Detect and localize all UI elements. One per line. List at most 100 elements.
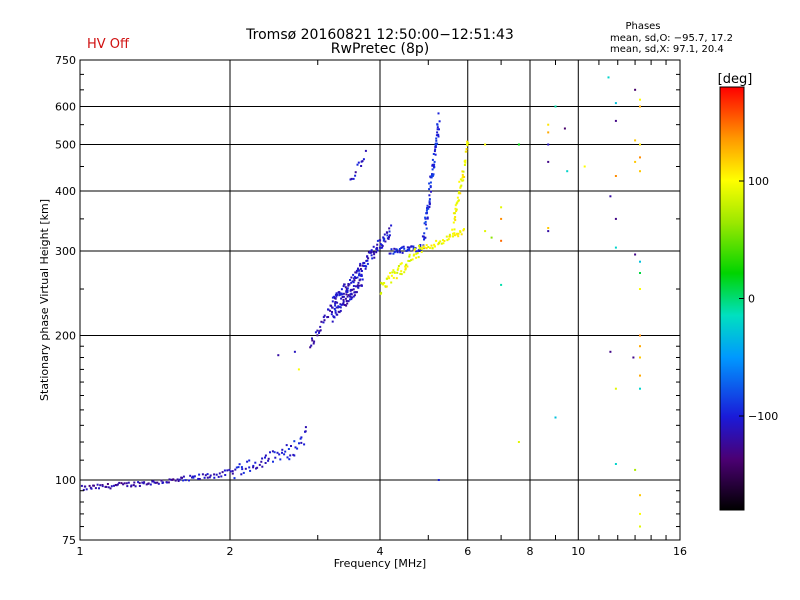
data-point <box>336 301 339 304</box>
data-point <box>373 256 376 259</box>
data-point <box>465 148 468 150</box>
data-point <box>252 466 255 469</box>
data-point <box>392 252 395 255</box>
data-point <box>249 469 252 472</box>
data-point <box>375 251 378 254</box>
data-point <box>231 470 234 473</box>
data-point <box>388 277 391 280</box>
data-point <box>288 458 291 461</box>
data-point <box>287 448 290 450</box>
data-point <box>431 168 434 171</box>
data-point <box>390 248 393 251</box>
data-point <box>93 484 95 487</box>
data-point <box>429 247 431 249</box>
data-point <box>447 238 450 241</box>
data-point <box>340 297 343 300</box>
data-point <box>462 229 465 232</box>
data-point <box>639 334 641 337</box>
data-point <box>383 238 386 240</box>
data-point <box>110 485 113 488</box>
data-point <box>460 184 463 187</box>
data-point <box>500 283 503 286</box>
data-point <box>452 221 455 224</box>
data-point <box>358 272 361 275</box>
data-point <box>244 467 247 470</box>
data-point <box>122 483 125 486</box>
data-point <box>413 253 416 256</box>
data-point <box>344 286 347 289</box>
data-point <box>452 235 454 238</box>
data-point <box>455 202 458 205</box>
data-point <box>334 293 337 296</box>
data-point <box>318 330 321 333</box>
data-point <box>349 178 352 181</box>
data-point <box>241 468 244 471</box>
data-point <box>393 247 396 250</box>
data-point <box>397 265 400 267</box>
data-point <box>162 481 165 484</box>
data-point <box>107 486 110 489</box>
data-point <box>424 223 427 226</box>
data-point <box>466 142 469 145</box>
data-point <box>417 256 420 259</box>
data-point <box>272 460 274 463</box>
data-point <box>336 293 338 296</box>
data-points <box>80 76 641 528</box>
data-point <box>99 484 102 487</box>
data-point <box>639 260 641 263</box>
data-point <box>461 173 464 176</box>
data-point <box>238 463 241 466</box>
data-point <box>297 368 300 371</box>
data-point <box>153 481 156 484</box>
data-point <box>639 356 641 359</box>
data-point <box>427 246 430 248</box>
data-point <box>357 281 360 284</box>
data-point <box>424 217 427 220</box>
data-point <box>392 269 395 272</box>
data-point <box>400 262 403 265</box>
data-point <box>500 239 503 242</box>
data-point <box>408 255 411 258</box>
data-point <box>369 250 372 253</box>
data-point <box>435 134 438 137</box>
data-point <box>204 474 207 477</box>
data-point <box>160 479 163 482</box>
data-point <box>342 292 345 295</box>
data-point <box>209 474 212 477</box>
data-point <box>639 288 641 290</box>
data-point <box>358 284 361 287</box>
data-point <box>314 331 317 334</box>
data-point <box>436 131 439 134</box>
data-point <box>336 313 339 316</box>
data-point <box>208 476 211 479</box>
data-point <box>431 174 434 177</box>
data-point <box>398 249 401 252</box>
data-point <box>331 311 333 313</box>
data-point <box>432 165 435 168</box>
data-point <box>157 482 160 485</box>
data-point <box>217 475 220 478</box>
data-point <box>416 250 419 253</box>
chart-title: Tromsø 20160821 12:50:00−12:51:43 <box>246 27 514 43</box>
data-point <box>206 476 209 479</box>
data-point <box>300 441 303 444</box>
data-point <box>411 258 414 261</box>
data-point <box>354 271 357 274</box>
data-point <box>357 161 360 164</box>
data-point <box>184 479 187 482</box>
data-point <box>408 260 411 262</box>
data-point <box>279 458 282 461</box>
data-point <box>293 350 296 353</box>
data-point <box>147 482 150 485</box>
data-point <box>347 284 350 287</box>
data-point <box>405 250 408 252</box>
data-point <box>459 231 462 234</box>
data-point <box>376 249 379 252</box>
data-point <box>300 436 303 439</box>
data-point <box>281 448 284 451</box>
data-point <box>248 459 251 462</box>
data-point <box>359 278 362 281</box>
data-point <box>361 160 364 163</box>
data-point <box>347 294 350 297</box>
data-point <box>434 145 437 148</box>
